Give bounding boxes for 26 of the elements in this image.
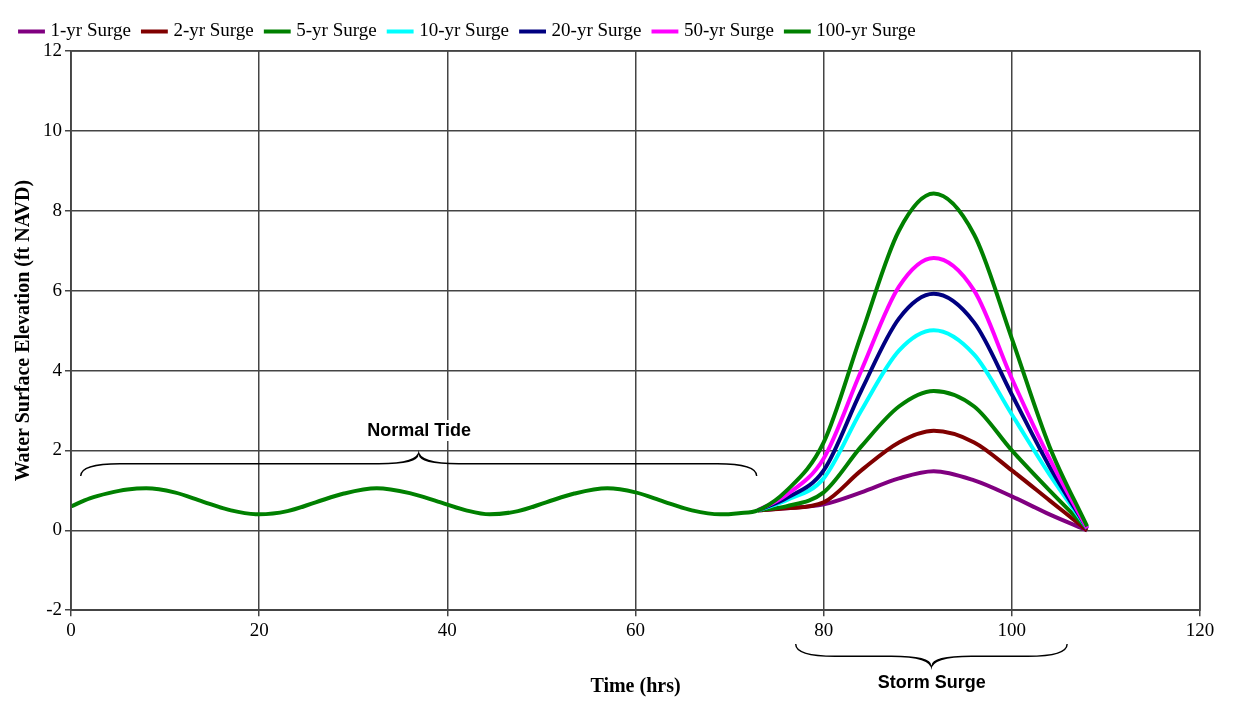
annotation: Normal Tide — [364, 420, 474, 442]
y-tick-label: -2 — [46, 598, 62, 620]
y-axis-title: Water Surface Elevation (ft NAVD) — [11, 179, 35, 482]
legend-label: 10-yr Surge — [419, 19, 510, 41]
x-tick-label: 60 — [626, 618, 645, 640]
y-tick-label: 12 — [43, 38, 62, 60]
x-tick-label: 0 — [66, 618, 76, 640]
text: Storm Surge — [874, 672, 989, 694]
legend-label: 5-yr Surge — [296, 19, 377, 41]
legend-label: 50-yr Surge — [683, 19, 774, 41]
legend-label: 2-yr Surge — [173, 19, 254, 41]
x-tick-label: 20 — [249, 618, 269, 640]
legend-label: 100-yr Surge — [816, 19, 916, 41]
y-tick-label: 10 — [43, 118, 62, 140]
x-tick-label: 100 — [997, 618, 1027, 640]
legend-label: 20-yr Surge — [551, 19, 642, 41]
x-tick-label: 120 — [1185, 618, 1215, 640]
y-tick-label: 0 — [52, 518, 62, 540]
x-axis-title: Time (hrs) — [590, 674, 681, 698]
x-tick-label: 80 — [814, 618, 834, 640]
y-tick-label: 8 — [52, 198, 62, 220]
y-tick-label: 6 — [52, 278, 62, 300]
x-tick-label: 40 — [437, 618, 457, 640]
y-tick-label: 4 — [52, 358, 63, 380]
legend-label: 1-yr Surge — [50, 19, 131, 41]
y-tick-label: 2 — [52, 438, 62, 460]
